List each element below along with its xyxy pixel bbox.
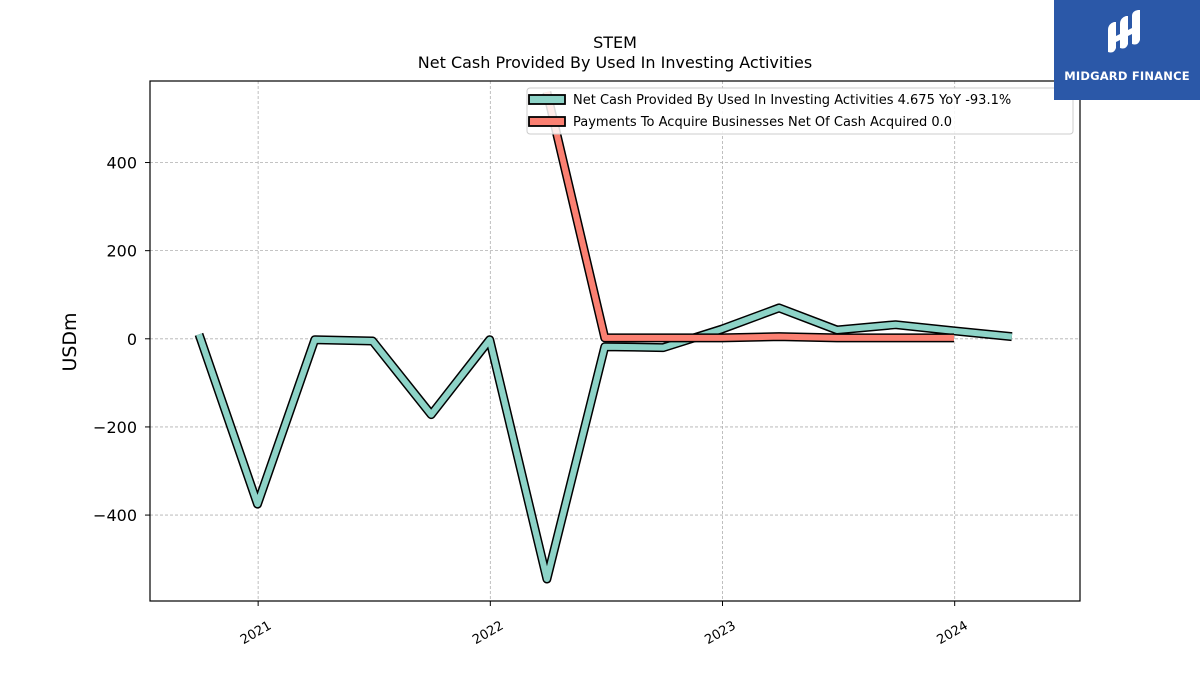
y-axis-label: USDm — [59, 312, 81, 371]
chart-subtitle: Net Cash Provided By Used In Investing A… — [418, 53, 812, 72]
logo-text: MIDGARD FINANCE — [1064, 69, 1190, 83]
x-tick-label: 2022 — [470, 618, 506, 648]
series-2-line — [543, 91, 954, 341]
legend-frame — [526, 87, 1074, 135]
logo: MIDGARD FINANCE — [1054, 0, 1200, 100]
legend-swatch — [528, 116, 566, 127]
y-tick-label: 200 — [106, 242, 137, 261]
legend: Net Cash Provided By Used In Investing A… — [526, 87, 1074, 135]
y-tick-label: 400 — [106, 154, 137, 173]
x-axis-ticks: 2021 2022 2023 2024 — [238, 601, 971, 648]
logo-mark-icon — [1108, 10, 1140, 53]
y-tick-label: 0 — [127, 330, 137, 349]
chart-title: STEM — [593, 33, 637, 52]
x-tick-label: 2021 — [238, 618, 274, 648]
legend-entry: Payments To Acquire Businesses Net Of Ca… — [573, 115, 952, 130]
x-tick-label: 2023 — [702, 618, 738, 648]
y-axis-ticks: 400 200 0 −200 −400 — [93, 154, 150, 525]
series-1-line — [196, 304, 1013, 582]
y-tick-label: −200 — [93, 418, 137, 437]
legend-swatch — [528, 94, 566, 105]
y-tick-label: −400 — [93, 506, 137, 525]
plot-lines — [194, 90, 1013, 584]
legend-entry: Net Cash Provided By Used In Investing A… — [573, 93, 1011, 108]
x-tick-label: 2024 — [935, 618, 971, 648]
plot-frame — [149, 80, 1081, 602]
